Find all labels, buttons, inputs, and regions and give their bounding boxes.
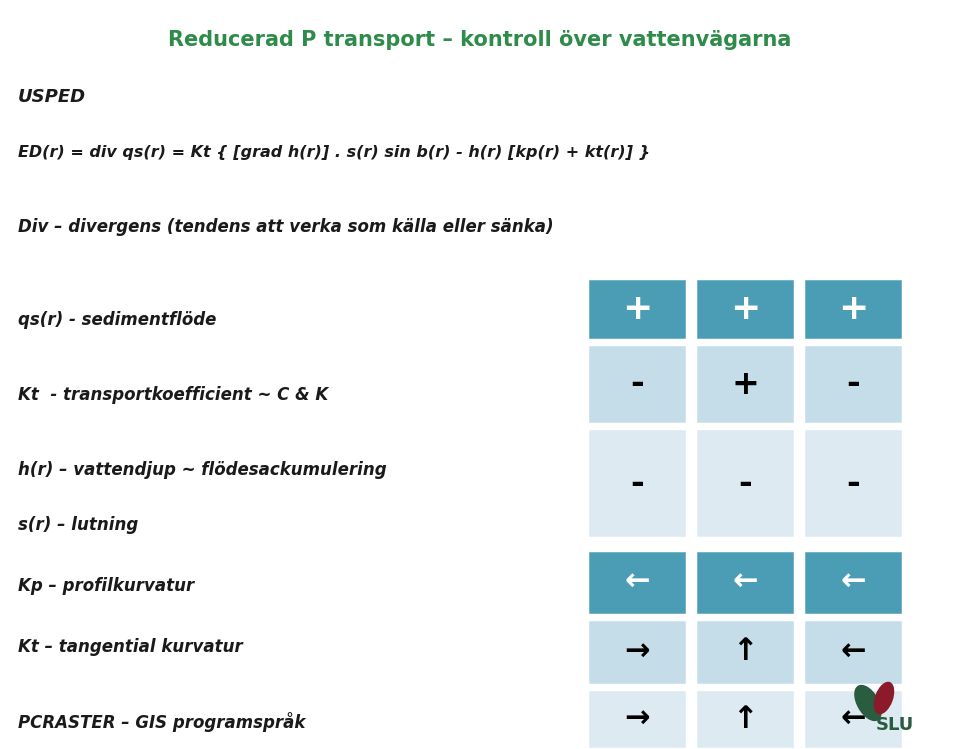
Text: Kt – tangential kurvatur: Kt – tangential kurvatur bbox=[18, 638, 243, 656]
Bar bbox=[695, 344, 795, 424]
Text: -: - bbox=[630, 368, 644, 401]
Text: USPED: USPED bbox=[18, 88, 86, 106]
Text: ←: ← bbox=[732, 568, 757, 597]
Text: ←: ← bbox=[840, 568, 866, 597]
Bar bbox=[587, 689, 687, 749]
Text: qs(r) - sedimentflöde: qs(r) - sedimentflöde bbox=[18, 311, 216, 329]
Text: →: → bbox=[624, 637, 650, 667]
Text: -: - bbox=[630, 467, 644, 500]
Text: h(r) – vattendjup ~ flödesackumulering: h(r) – vattendjup ~ flödesackumulering bbox=[18, 461, 387, 479]
Bar bbox=[803, 619, 903, 685]
Text: PCRASTER – GIS programspråk: PCRASTER – GIS programspråk bbox=[18, 712, 305, 732]
Bar bbox=[803, 689, 903, 749]
Bar bbox=[587, 278, 687, 340]
Text: -: - bbox=[846, 467, 860, 500]
Text: Reducerad P transport – kontroll över vattenvägarna: Reducerad P transport – kontroll över va… bbox=[168, 30, 792, 50]
Text: ←: ← bbox=[840, 637, 866, 667]
Bar bbox=[803, 344, 903, 424]
Text: ←: ← bbox=[840, 705, 866, 733]
Text: →: → bbox=[624, 705, 650, 733]
Text: Kp – profilkurvatur: Kp – profilkurvatur bbox=[18, 577, 194, 595]
Bar bbox=[803, 278, 903, 340]
Text: ↑: ↑ bbox=[732, 705, 757, 733]
Ellipse shape bbox=[874, 682, 895, 715]
Bar bbox=[695, 550, 795, 615]
Bar bbox=[803, 550, 903, 615]
Text: -: - bbox=[846, 368, 860, 401]
Bar bbox=[695, 278, 795, 340]
Text: s(r) – lutning: s(r) – lutning bbox=[18, 516, 138, 534]
Text: SLU: SLU bbox=[876, 716, 914, 734]
Bar bbox=[695, 428, 795, 538]
Text: ↑: ↑ bbox=[732, 637, 757, 667]
Bar bbox=[587, 344, 687, 424]
Text: +: + bbox=[838, 292, 868, 326]
Bar bbox=[803, 428, 903, 538]
Bar bbox=[587, 619, 687, 685]
Text: +: + bbox=[622, 292, 652, 326]
Text: +: + bbox=[732, 368, 759, 401]
Text: ←: ← bbox=[624, 568, 650, 597]
Text: Div – divergens (tendens att verka som källa eller sänka): Div – divergens (tendens att verka som k… bbox=[18, 218, 554, 236]
Text: +: + bbox=[730, 292, 760, 326]
Bar bbox=[695, 619, 795, 685]
Bar bbox=[695, 689, 795, 749]
Text: ED(r) = div qs(r) = Kt { [grad h(r)] . s(r) sin b(r) - h(r) [kp(r) + kt(r)] }: ED(r) = div qs(r) = Kt { [grad h(r)] . s… bbox=[18, 145, 650, 160]
Text: Kt  - transportkoefficient ~ C & K: Kt - transportkoefficient ~ C & K bbox=[18, 386, 328, 404]
Bar bbox=[587, 428, 687, 538]
Ellipse shape bbox=[854, 685, 882, 721]
Text: -: - bbox=[738, 467, 752, 500]
Bar bbox=[587, 550, 687, 615]
